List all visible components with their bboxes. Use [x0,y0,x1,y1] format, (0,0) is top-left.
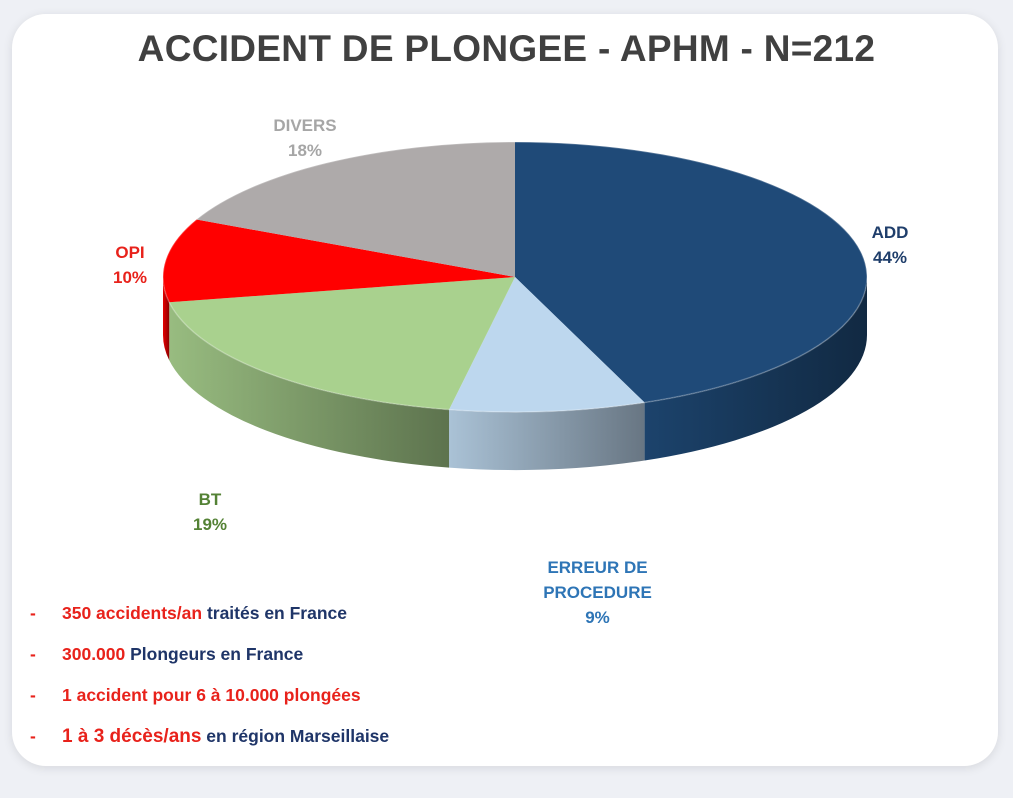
pie-slice-side [449,402,645,470]
label-add-name: ADD [871,223,909,242]
pie-slice-side [163,277,170,361]
label-divers-name: DIVERS [273,116,337,135]
notes-list: - 350 accidents/an traités en France - 300… [30,603,630,767]
note-highlight: 300.000 [62,644,126,664]
note-highlight: 1 à 3 décès/ans [62,726,202,747]
pie-slice-side [169,302,450,468]
pie-slice [515,142,868,403]
pie-slice [449,277,645,412]
note-bullet: - [30,726,36,746]
label-bt: BT 19% [175,487,245,537]
note-item: - 1 accident pour 6 à 10.000 plongées [30,685,630,726]
note-bullet: - [30,685,36,705]
label-erreur-procedure: ERREUR DE PROCEDURE 9% [520,555,675,630]
chart-title: ACCIDENT DE PLONGEE - APHM - N=212 [137,28,876,69]
note-bullet: - [30,603,36,623]
note-highlight: 350 accidents/an [62,603,203,623]
label-opi-name: OPI [115,243,145,262]
label-erreur-percent: 9% [585,608,610,627]
label-divers: DIVERS 18% [255,113,355,163]
label-divers-percent: 18% [287,141,323,160]
note-text: en région Marseillaise [201,726,390,746]
label-add-percent: 44% [872,248,908,267]
note-item: - 1 à 3 décès/ans en région Marseillaise [30,726,630,767]
pie-slice [163,219,516,303]
label-bt-percent: 19% [192,515,228,534]
label-opi-percent: 10% [112,268,148,287]
pie-slice [169,277,515,410]
pie-rim [162,141,868,413]
label-add: ADD 44% [855,220,925,270]
pie-slice [196,142,515,277]
note-text: Plongeurs en France [125,644,304,664]
note-text: traités en France [202,603,347,623]
note-highlight: 1 accident pour 6 à 10.000 plongées [62,685,361,705]
label-erreur-line2: PROCEDURE [543,583,652,602]
note-bullet: - [30,644,36,664]
note-item: - 300.000 Plongeurs en France [30,644,630,685]
label-erreur-line1: ERREUR DE [547,558,648,577]
label-bt-name: BT [198,490,222,509]
label-opi: OPI 10% [95,240,165,290]
note-item: - 350 accidents/an traités en France [30,603,630,644]
pie-slice-side [644,277,867,461]
